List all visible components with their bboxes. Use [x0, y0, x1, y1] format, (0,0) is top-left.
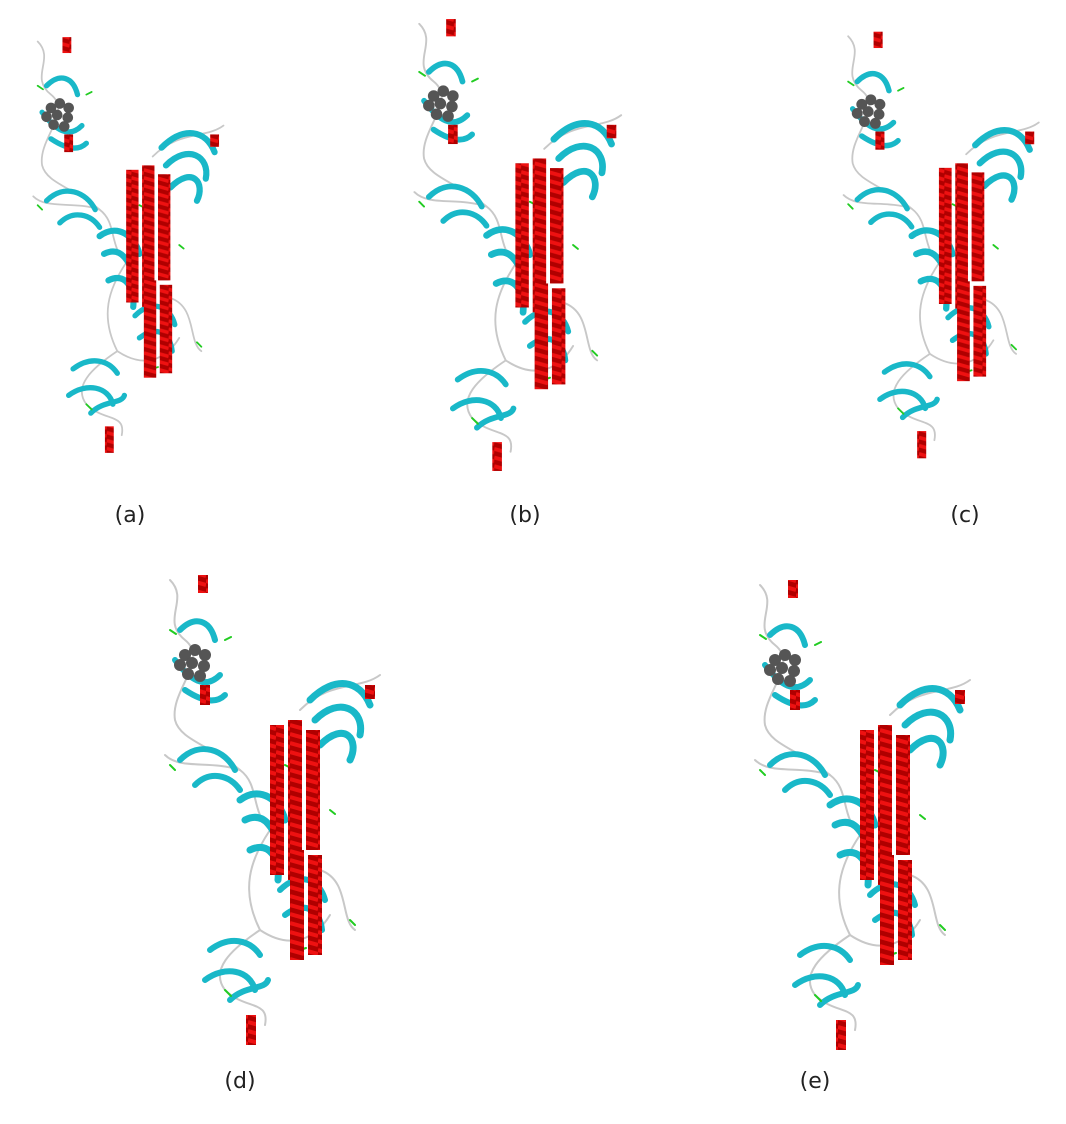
figure: (a) (b) (c) (d) (e)	[0, 0, 1066, 1124]
panel-label: (b)	[509, 503, 540, 528]
structure-image	[33, 37, 223, 453]
structure-image	[414, 19, 621, 471]
panel-label: (d)	[224, 1069, 255, 1094]
panel-label: (c)	[950, 503, 979, 528]
panel-label: (e)	[800, 1069, 831, 1094]
structure-image	[755, 580, 970, 1050]
structure-image	[165, 575, 380, 1045]
structure-image	[844, 32, 1039, 459]
panel-label: (a)	[115, 503, 146, 528]
page: (a) (b) (c) (d) (e) (() => { const data …	[0, 0, 1066, 1124]
